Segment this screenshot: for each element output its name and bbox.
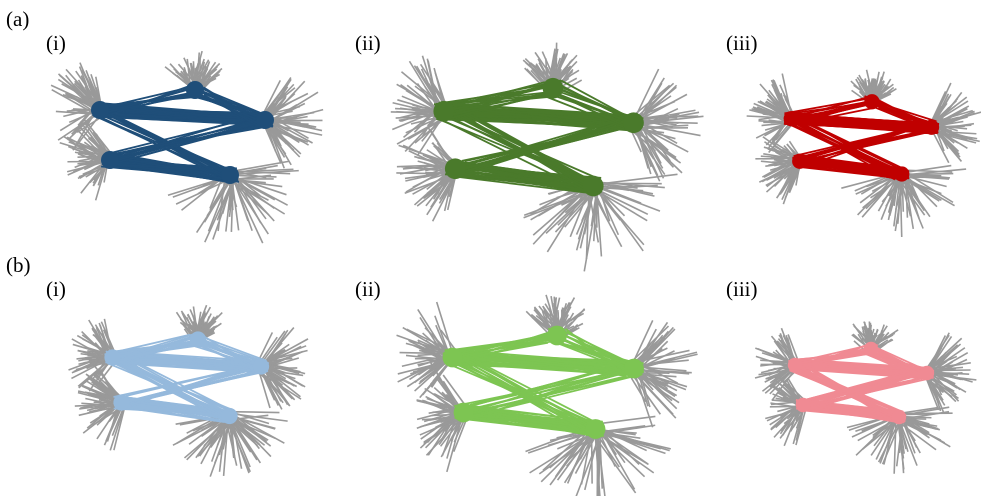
hub <box>454 403 474 423</box>
figure: (a) (i) (ii) (iii) (b) (i) (ii) (iii) <box>0 0 981 496</box>
row-label: (a) <box>6 7 29 31</box>
hub <box>920 366 934 380</box>
hub <box>445 158 466 179</box>
network <box>755 322 976 474</box>
hub <box>186 81 204 99</box>
hub <box>113 394 129 410</box>
hub <box>583 176 604 197</box>
panel-label: (ii) <box>355 277 381 301</box>
edge <box>592 434 593 484</box>
panel-label: (iii) <box>726 277 758 301</box>
hub <box>623 112 644 133</box>
edge <box>597 429 598 496</box>
hub <box>221 166 239 184</box>
hub <box>784 111 799 126</box>
network <box>747 70 981 237</box>
panel-label: (i) <box>46 31 66 55</box>
hub <box>101 151 119 169</box>
network <box>397 295 698 496</box>
network <box>51 51 323 243</box>
hub <box>624 359 644 379</box>
hub <box>547 326 567 346</box>
hub <box>91 101 109 119</box>
hub <box>256 111 274 129</box>
hub <box>788 358 802 372</box>
hub <box>543 78 564 99</box>
hub <box>586 419 606 439</box>
panel-label: (iii) <box>726 31 758 55</box>
hub <box>792 154 807 169</box>
hub <box>894 166 909 181</box>
hub <box>892 410 906 424</box>
hub <box>864 94 879 109</box>
edge <box>597 416 656 424</box>
hub <box>104 349 120 365</box>
network <box>391 43 704 272</box>
hub <box>221 408 237 424</box>
hub <box>796 398 810 412</box>
hub <box>924 120 939 135</box>
hub <box>190 331 206 347</box>
edge <box>796 378 931 409</box>
row-label: (b) <box>6 253 31 277</box>
hub <box>253 358 269 374</box>
network <box>69 305 309 476</box>
network-drawings <box>51 43 981 496</box>
edge <box>600 434 645 477</box>
hub <box>433 101 454 122</box>
hub <box>864 342 878 356</box>
hub <box>443 348 463 368</box>
panel-label: (i) <box>46 277 66 301</box>
panel-label: (ii) <box>355 31 381 55</box>
